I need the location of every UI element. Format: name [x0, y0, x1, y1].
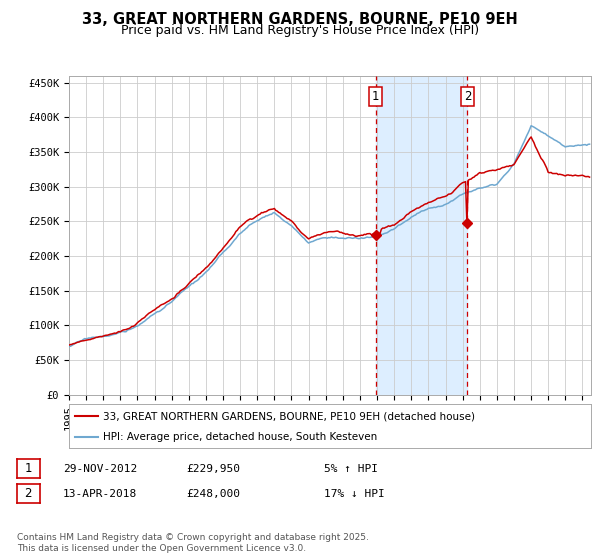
- Text: Contains HM Land Registry data © Crown copyright and database right 2025.
This d: Contains HM Land Registry data © Crown c…: [17, 533, 368, 553]
- Text: HPI: Average price, detached house, South Kesteven: HPI: Average price, detached house, Sout…: [103, 432, 377, 442]
- Text: 17% ↓ HPI: 17% ↓ HPI: [324, 489, 385, 499]
- Text: 33, GREAT NORTHERN GARDENS, BOURNE, PE10 9EH: 33, GREAT NORTHERN GARDENS, BOURNE, PE10…: [82, 12, 518, 27]
- Text: Price paid vs. HM Land Registry's House Price Index (HPI): Price paid vs. HM Land Registry's House …: [121, 24, 479, 37]
- Text: £248,000: £248,000: [186, 489, 240, 499]
- Text: 5% ↑ HPI: 5% ↑ HPI: [324, 464, 378, 474]
- Text: 2: 2: [464, 90, 471, 103]
- Bar: [376, 76, 467, 395]
- Text: 13-APR-2018: 13-APR-2018: [63, 489, 137, 499]
- Text: 33, GREAT NORTHERN GARDENS, BOURNE, PE10 9EH (detached house): 33, GREAT NORTHERN GARDENS, BOURNE, PE10…: [103, 411, 475, 421]
- Text: 1: 1: [25, 462, 32, 475]
- Text: 29-NOV-2012: 29-NOV-2012: [63, 464, 137, 474]
- Text: 1: 1: [372, 90, 379, 103]
- Text: 2: 2: [25, 487, 32, 501]
- Text: £229,950: £229,950: [186, 464, 240, 474]
